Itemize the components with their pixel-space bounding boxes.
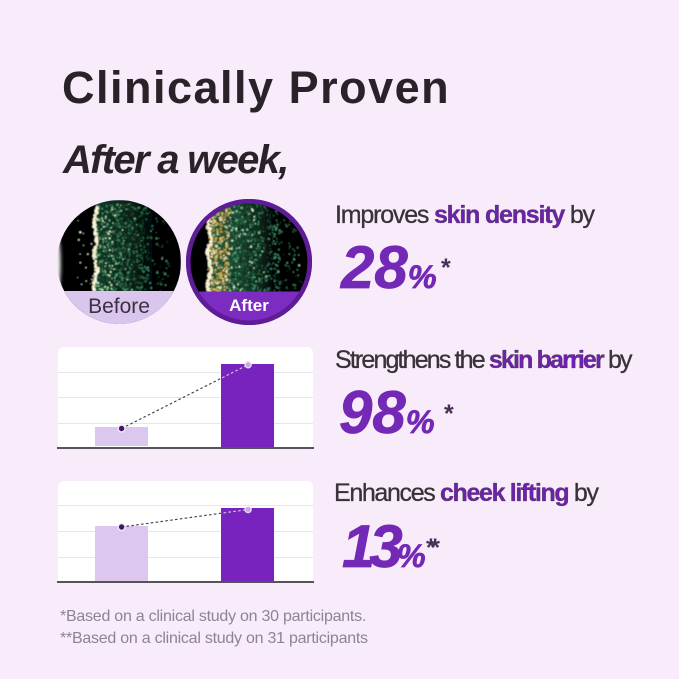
svg-text:After: After	[229, 296, 269, 315]
svg-text:Before: Before	[88, 295, 150, 318]
